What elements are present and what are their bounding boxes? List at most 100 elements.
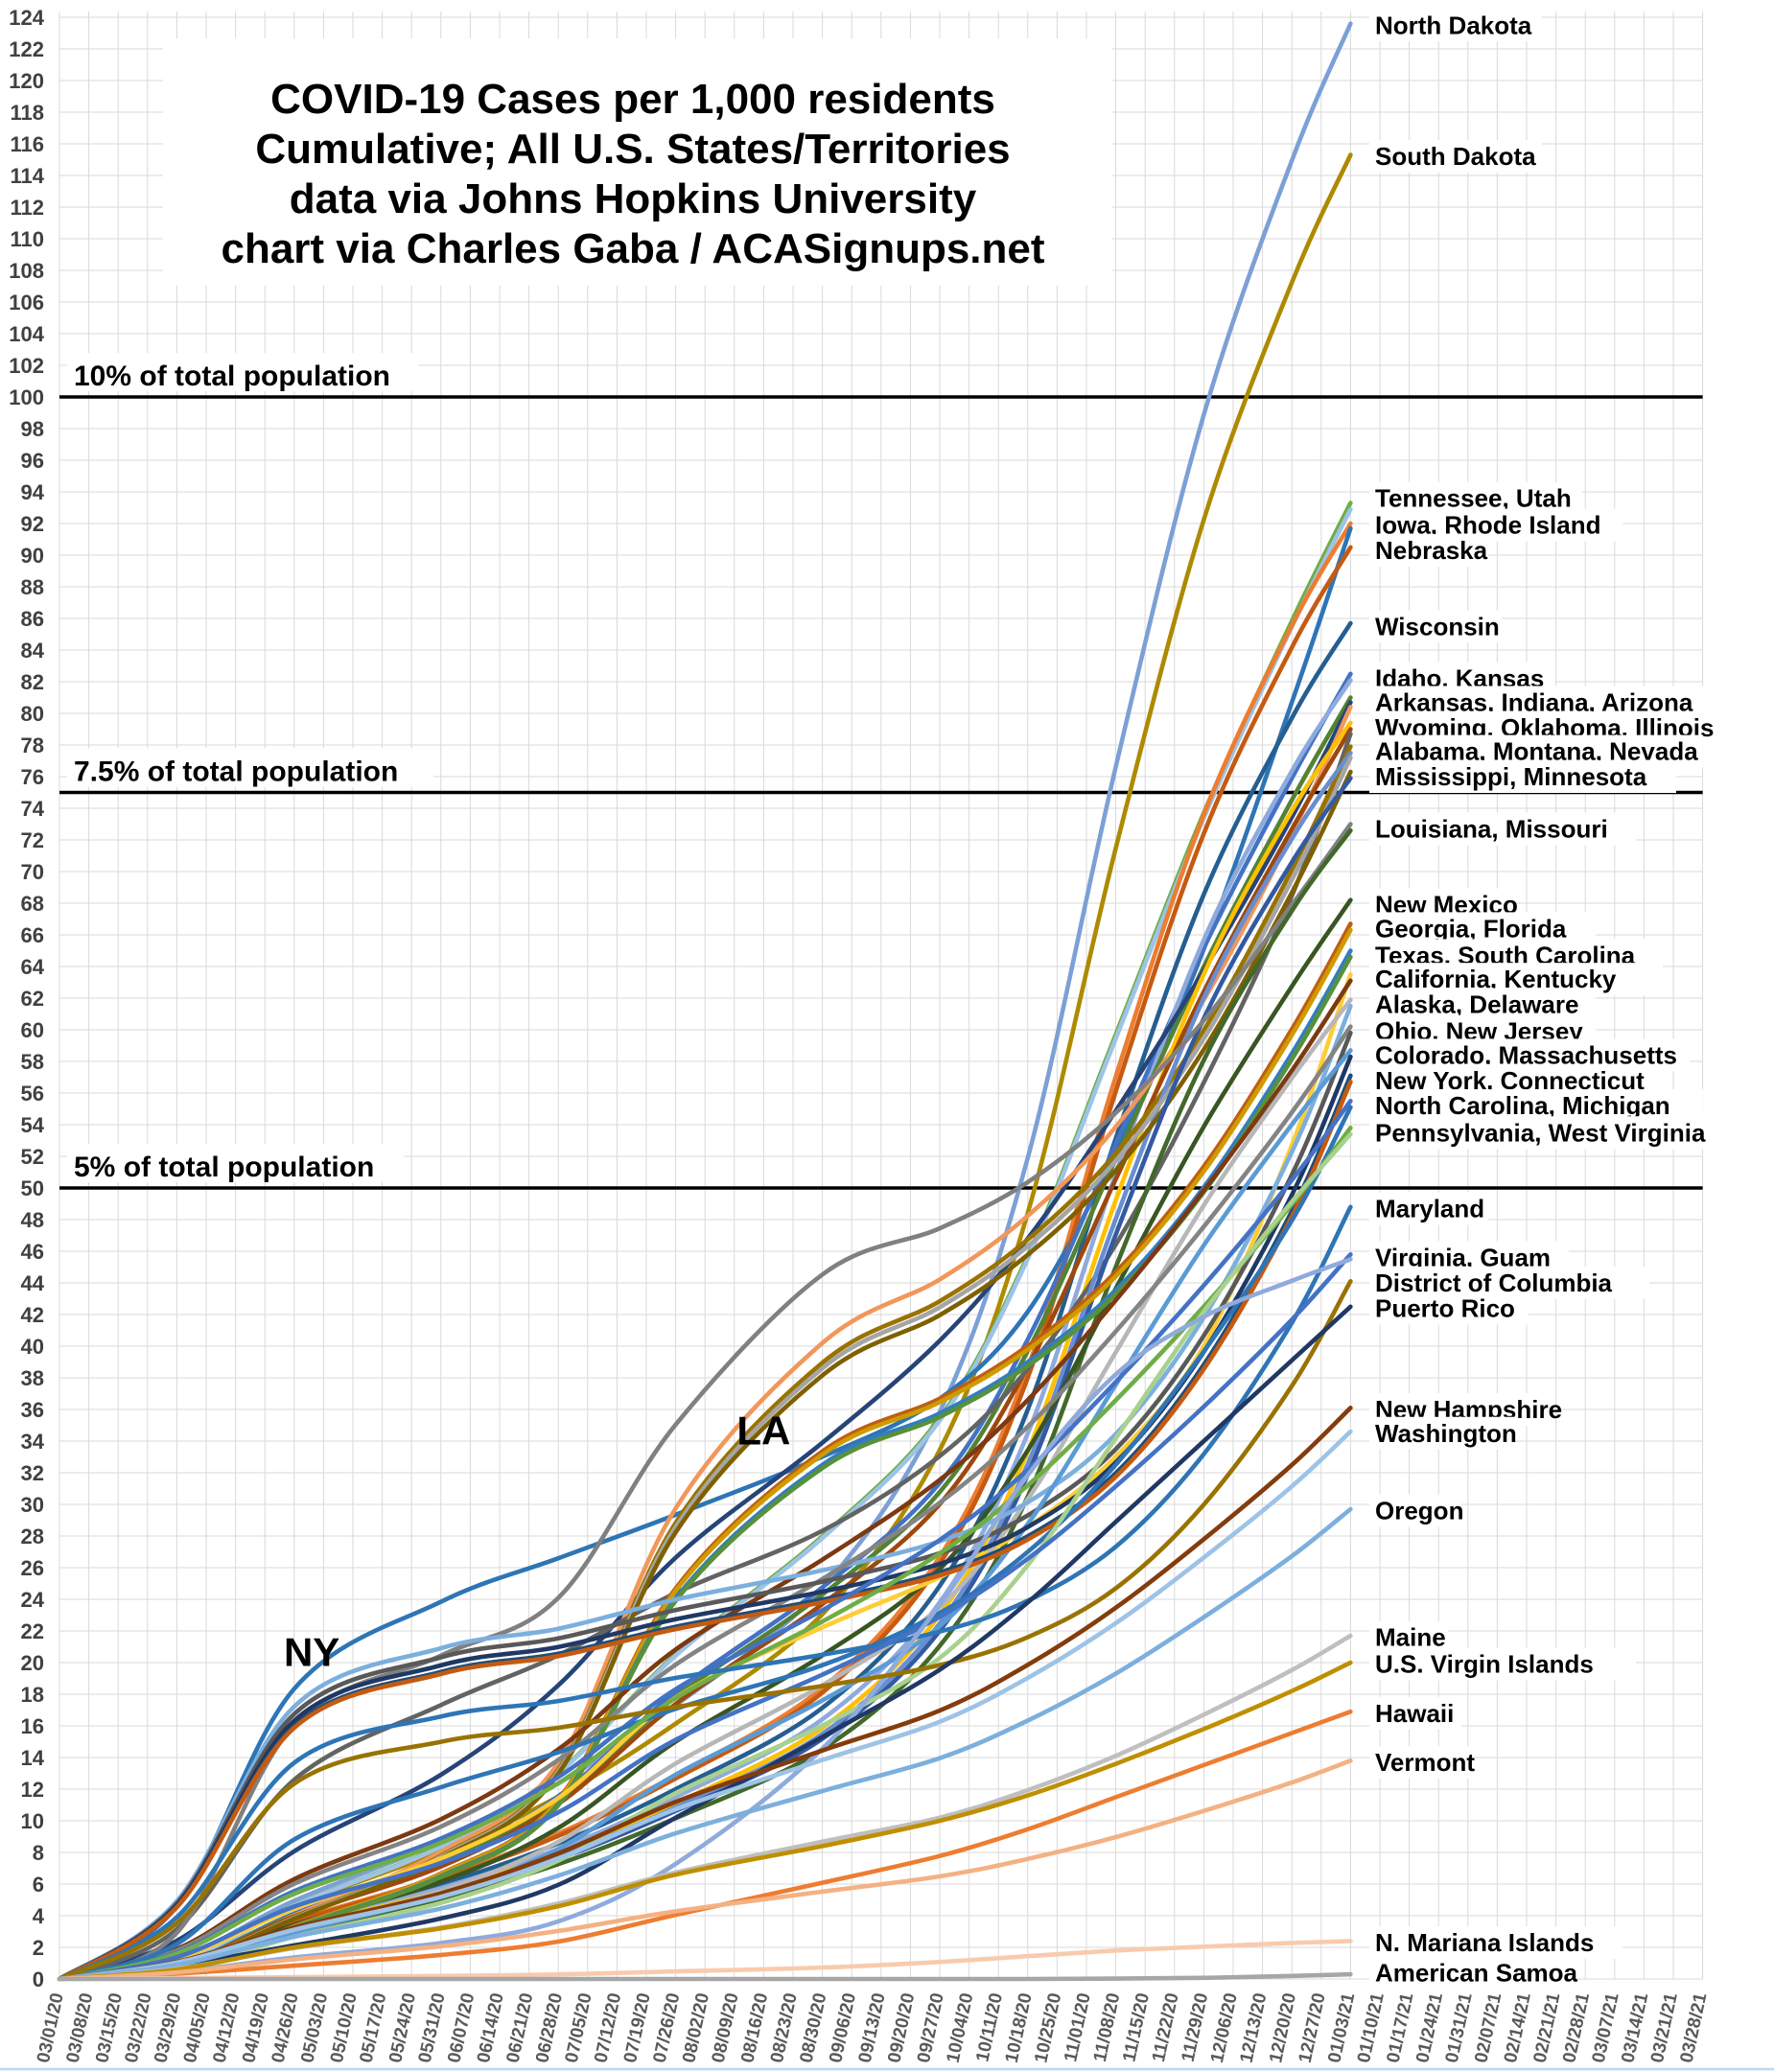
state-label: Georgia, Florida <box>1375 914 1567 943</box>
state-label-background <box>1369 9 1542 42</box>
y-tick-label: 68 <box>21 892 44 916</box>
y-tick-label: 24 <box>21 1588 45 1612</box>
y-tick-label: 8 <box>33 1841 44 1865</box>
y-tick-label: 40 <box>21 1335 44 1359</box>
y-tick-label: 106 <box>9 291 44 314</box>
state-label: Maine <box>1375 1623 1446 1652</box>
y-axis-tick-labels: 0246810121416182022242628303234363840424… <box>9 6 44 1991</box>
state-label-group: U.S. Virgin Islands <box>1369 1647 1636 1681</box>
state-label-group: American Samoa <box>1369 1956 1578 1990</box>
state-label: South Dakota <box>1375 142 1536 171</box>
line-maryland <box>57 1204 1353 1982</box>
y-tick-label: 66 <box>21 923 44 947</box>
reference-line-label: 5% of total population <box>74 1152 374 1183</box>
state-label-background <box>1369 1647 1636 1681</box>
y-tick-label: 84 <box>21 639 45 663</box>
line-north-carolina <box>57 1099 1353 1982</box>
state-label-background <box>1369 1292 1529 1325</box>
y-tick-label: 88 <box>21 575 44 599</box>
y-tick-label: 38 <box>21 1366 44 1390</box>
title-background <box>163 38 1112 286</box>
y-tick-label: 48 <box>21 1208 44 1232</box>
y-tick-label: 50 <box>21 1176 44 1200</box>
line-washington <box>57 1429 1353 1982</box>
annotation-ny: NY <box>284 1629 339 1674</box>
y-tick-label: 36 <box>21 1398 44 1422</box>
state-label: Oregon <box>1375 1497 1463 1525</box>
y-tick-label: 32 <box>21 1461 44 1485</box>
y-tick-label: 110 <box>11 227 45 251</box>
line-american-samoa <box>57 1971 1353 1982</box>
state-label-background <box>1369 812 1636 846</box>
y-tick-label: 92 <box>21 512 44 536</box>
line-colorado <box>57 1048 1353 1982</box>
y-tick-label: 76 <box>21 765 44 789</box>
y-tick-label: 124 <box>9 6 44 30</box>
reference-line-label-group: 10% of total population <box>67 353 419 392</box>
y-tick-label: 18 <box>21 1683 44 1707</box>
state-label: Alaska, Delaware <box>1375 990 1578 1019</box>
line-vermont <box>57 1758 1353 1982</box>
y-tick-label: 80 <box>21 702 44 726</box>
y-tick-label: 44 <box>21 1271 45 1295</box>
y-tick-label: 114 <box>11 164 45 188</box>
reference-label-background <box>67 748 433 787</box>
y-tick-label: 104 <box>9 322 44 346</box>
line-michigan <box>57 1105 1353 1982</box>
y-tick-label: 12 <box>21 1778 44 1802</box>
state-label: Maryland <box>1375 1194 1484 1222</box>
state-label: N. Mariana Islands <box>1375 1928 1594 1957</box>
y-tick-label: 82 <box>21 670 44 694</box>
state-label-group: Vermont <box>1369 1745 1475 1779</box>
state-label: Mississippi, Minnesota <box>1375 762 1647 791</box>
state-label-group: Maryland <box>1369 1192 1488 1225</box>
state-label: North Carolina, Michigan <box>1375 1091 1670 1120</box>
line-virginia <box>57 1252 1353 1982</box>
state-label-group: North Dakota <box>1369 9 1542 42</box>
chart-title-line: Cumulative; All U.S. States/Territories <box>255 126 1010 173</box>
y-tick-label: 42 <box>21 1303 44 1327</box>
y-tick-label: 0 <box>33 1967 44 1991</box>
reference-line-label: 10% of total population <box>74 361 390 392</box>
reference-label-background <box>67 353 419 391</box>
line-nebraska <box>57 545 1353 1982</box>
state-label-group: Nebraska <box>1369 534 1488 568</box>
reference-label-background <box>67 1144 404 1182</box>
state-label-background <box>1369 140 1542 174</box>
state-label-group: Mississippi, Minnesota <box>1369 760 1676 793</box>
state-label-background <box>1369 760 1676 793</box>
y-tick-label: 122 <box>9 37 44 61</box>
state-label-group: Louisiana, Missouri <box>1369 812 1636 846</box>
y-tick-label: 56 <box>21 1082 44 1106</box>
y-tick-label: 64 <box>21 955 45 979</box>
y-tick-label: 20 <box>21 1651 44 1675</box>
y-tick-label: 30 <box>21 1493 44 1517</box>
state-label-background <box>1369 1416 1515 1450</box>
state-label: Wisconsin <box>1375 612 1500 640</box>
y-tick-label: 10 <box>21 1809 44 1833</box>
reference-line-label: 7.5% of total population <box>74 757 398 788</box>
line-north-dakota <box>57 21 1353 1982</box>
line-pennsylvania <box>57 1126 1353 1982</box>
line-illinois <box>57 732 1353 1982</box>
y-tick-label: 52 <box>21 1145 44 1169</box>
line-kentucky <box>57 978 1353 1982</box>
annotation-la: LA <box>736 1408 790 1453</box>
line-oregon <box>57 1506 1353 1982</box>
state-label-group: Pennsylvania, West Virginia <box>1369 1116 1743 1150</box>
state-label: U.S. Virgin Islands <box>1375 1650 1594 1679</box>
state-label: Tennessee, Utah <box>1375 484 1572 513</box>
state-label: Pennsylvania, West Virginia <box>1375 1118 1706 1147</box>
y-tick-label: 62 <box>21 987 44 1011</box>
state-label: Nebraska <box>1375 536 1488 565</box>
y-tick-label: 28 <box>21 1525 44 1548</box>
series-lines <box>57 21 1353 1982</box>
y-tick-label: 100 <box>9 385 44 409</box>
y-tick-label: 46 <box>21 1240 44 1264</box>
state-label: Louisiana, Missouri <box>1375 814 1608 843</box>
y-tick-label: 96 <box>21 449 44 473</box>
state-label-background <box>1369 1696 1461 1730</box>
y-tick-label: 2 <box>33 1936 44 1960</box>
